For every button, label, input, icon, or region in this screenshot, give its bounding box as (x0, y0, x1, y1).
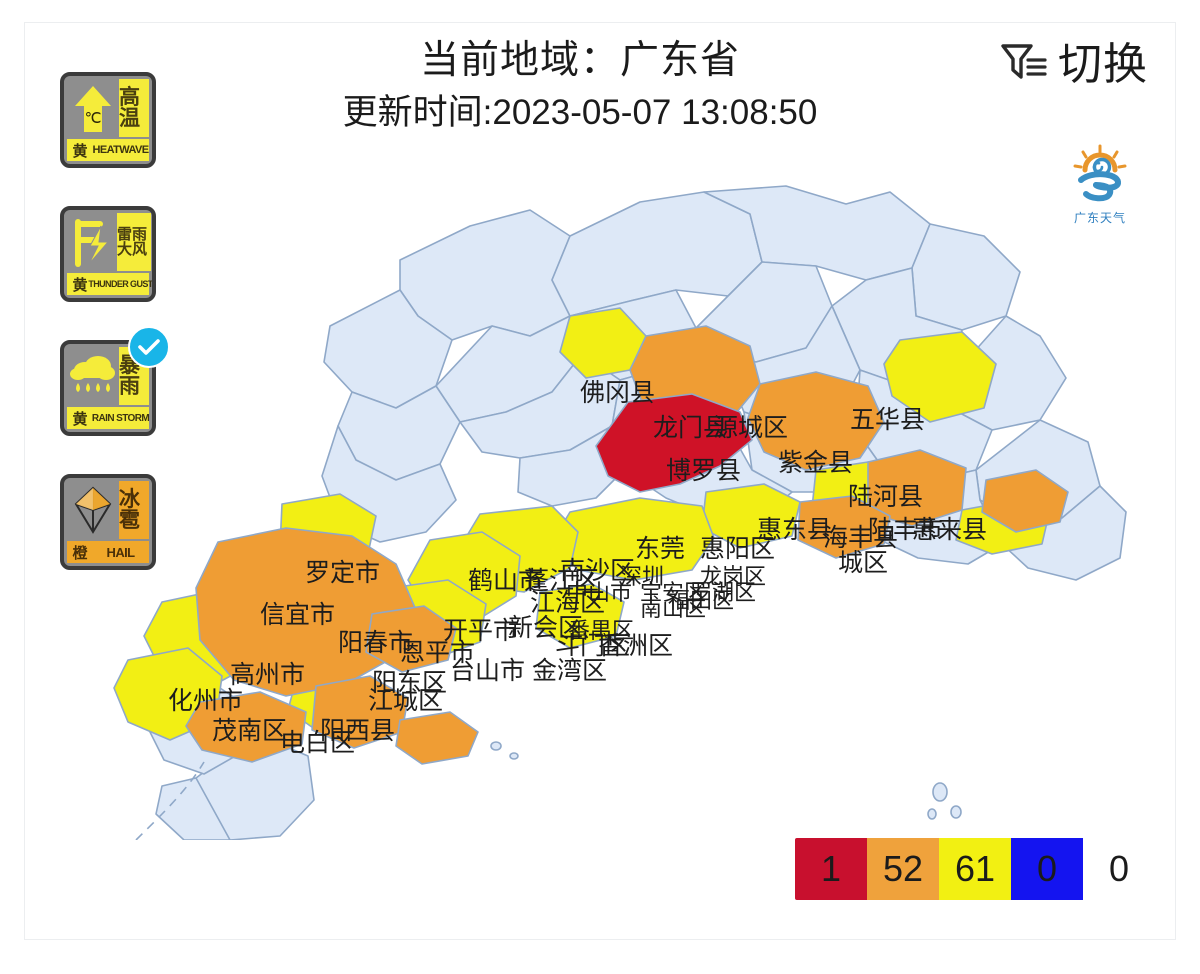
map-label: 龙岗区 (700, 564, 767, 589)
check-badge-icon (128, 326, 170, 368)
lightning-wind-icon (67, 213, 119, 271)
map-label: 五华县 (850, 406, 926, 434)
map-red-regions (595, 393, 753, 493)
map-label: 福田区 (668, 588, 735, 613)
map-label: 江海区 (530, 589, 606, 617)
map-label: 惠东县 (757, 516, 833, 544)
map-label: 化州市 (168, 687, 244, 715)
map-label: 电白区 (280, 729, 356, 757)
warning-level-cn: 橙 (67, 541, 93, 563)
current-region-title: 当前地域：广东省 (419, 39, 740, 82)
map-label: 城区 (838, 549, 889, 577)
map-label: 新会区 (508, 614, 584, 642)
map-label: 开平市 (443, 617, 519, 645)
map-label: 东莞 (635, 535, 686, 563)
legend-cell-yellow[interactable]: 61 (939, 838, 1011, 900)
sun-swirl-logo-icon (1061, 144, 1139, 210)
map-label: 阳东区 (372, 669, 448, 697)
switch-region-label: 切换 (1058, 39, 1148, 89)
map-label: 罗湖区 (690, 580, 757, 605)
warning-type-hail[interactable]: 冰雹 橙 HAIL (60, 474, 156, 570)
map-label: 陆河县 (848, 483, 924, 511)
cloud-rain-icon (67, 347, 119, 405)
update-time-text: 更新时间:2023-05-07 13:08:50 (342, 93, 818, 132)
warning-count-legend: 1 52 61 0 0 (795, 838, 1155, 900)
map-label: 台山市 (450, 657, 526, 685)
map-label: 茂南区 (212, 717, 288, 745)
map-label: 紫金县 (778, 449, 854, 477)
warning-type-rail: ℃ 高温 黄 HEATWAVE 雷雨大风 (60, 72, 170, 608)
map-label: 惠来县 (912, 516, 988, 544)
warning-type-rain-storm[interactable]: 暴雨 黄 RAIN STORM (60, 326, 170, 436)
map-label: 南沙区 (560, 557, 636, 585)
warning-en-label: RAIN STORM (92, 407, 150, 429)
map-label: 陆丰市 (868, 516, 944, 544)
map-label: 阳西县 (320, 717, 396, 745)
map-label: 恩平市 (400, 639, 476, 667)
warning-type-thunder-gust[interactable]: 雷雨大风 黄 THUNDER GUST (60, 206, 156, 302)
maritime-boundary-line (135, 761, 205, 840)
guangdong-warning-map[interactable]: 佛冈县 龙门县 源城区 五华县 博罗县 紫金县 陆河县 惠东县 海丰县 陆丰市 … (100, 140, 1160, 840)
warning-level-cn: 黄 (67, 139, 93, 161)
map-label: 香洲区 (598, 632, 674, 660)
map-label: 高州市 (230, 661, 306, 689)
map-label: 蓬江区 (524, 567, 600, 595)
warning-en-label: HEATWAVE (92, 139, 149, 161)
legend-cell-orange[interactable]: 52 (867, 838, 939, 900)
warning-level-cn: 黄 (67, 273, 93, 295)
map-label: 深圳 (620, 564, 665, 589)
map-offshore-islets (490, 741, 962, 820)
warning-tile: ℃ 高温 黄 HEATWAVE (60, 72, 156, 168)
warning-tile: 暴雨 黄 RAIN STORM (60, 340, 156, 436)
legend-cell-none[interactable]: 0 (1083, 838, 1155, 900)
switch-region-button[interactable]: 切换 (1000, 40, 1148, 89)
warning-cn-label: 冰雹 (119, 481, 149, 539)
map-label: 龙门县 (653, 414, 729, 442)
warning-cn-label: 高温 (119, 79, 149, 137)
map-label: 信宜市 (260, 601, 336, 629)
warning-type-heatwave[interactable]: ℃ 高温 黄 HEATWAVE (60, 72, 156, 168)
map-label: 阳春市 (338, 629, 414, 657)
map-label: 源城区 (713, 414, 789, 442)
legend-cell-blue[interactable]: 0 (1011, 838, 1083, 900)
map-label: 中山市 (566, 580, 633, 605)
legend-cell-red[interactable]: 1 (795, 838, 867, 900)
funnel-filter-icon (1000, 40, 1052, 89)
map-label: 番禺区 (568, 618, 635, 643)
map-label: 博罗县 (666, 457, 742, 485)
svg-text:℃: ℃ (85, 110, 102, 127)
map-label: 宝安区 (640, 580, 707, 605)
warning-level-cn: 黄 (67, 407, 93, 429)
brand-logo: 广东天气 (1054, 144, 1146, 226)
warning-cn-label: 雷雨大风 (117, 213, 151, 271)
hail-stone-icon (67, 481, 119, 539)
brand-logo-text: 广东天气 (1073, 211, 1126, 225)
map-label: 斗门区 (555, 632, 631, 660)
map-label: 罗定市 (305, 559, 381, 587)
warning-en-label: HAIL (92, 541, 149, 563)
map-label: 鹤山市 (468, 567, 544, 595)
map-canvas (113, 185, 1127, 840)
map-label: 佛冈县 (580, 379, 656, 407)
warning-tile: 雷雨大风 黄 THUNDER GUST (60, 206, 156, 302)
map-label: 金湾区 (532, 657, 608, 685)
page-header: 当前地域：广东省 更新时间:2023-05-07 13:08:50 (200, 34, 960, 138)
map-label: 江城区 (368, 687, 444, 715)
map-label: 海丰县 (823, 524, 899, 552)
thermometer-arrow-icon: ℃ (67, 79, 119, 137)
warning-tile: 冰雹 橙 HAIL (60, 474, 156, 570)
warning-en-label: THUNDER GUST (88, 273, 152, 295)
map-label: 南山区 (640, 596, 707, 621)
map-label: 惠阳区 (700, 535, 776, 563)
